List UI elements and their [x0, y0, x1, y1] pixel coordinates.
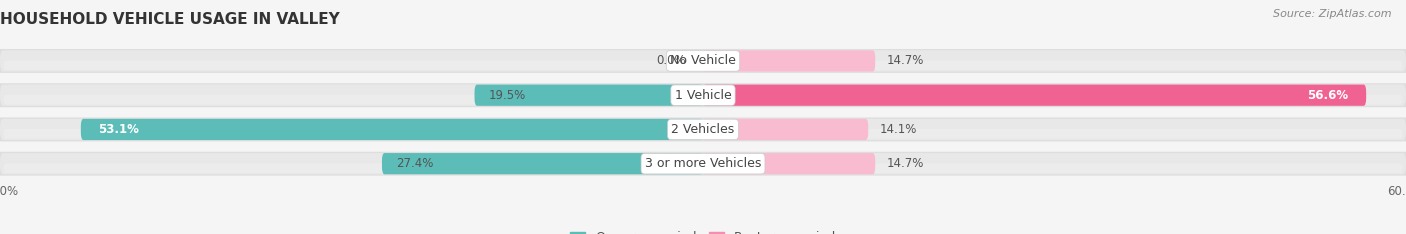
FancyBboxPatch shape — [0, 153, 1406, 174]
FancyBboxPatch shape — [3, 163, 1403, 173]
Text: 3 or more Vehicles: 3 or more Vehicles — [645, 157, 761, 170]
Text: No Vehicle: No Vehicle — [671, 55, 735, 67]
FancyBboxPatch shape — [3, 129, 1403, 139]
Text: 1 Vehicle: 1 Vehicle — [675, 89, 731, 102]
Text: HOUSEHOLD VEHICLE USAGE IN VALLEY: HOUSEHOLD VEHICLE USAGE IN VALLEY — [0, 12, 340, 27]
FancyBboxPatch shape — [0, 49, 1406, 73]
FancyBboxPatch shape — [382, 153, 703, 174]
FancyBboxPatch shape — [0, 119, 1406, 140]
FancyBboxPatch shape — [0, 83, 1406, 107]
Text: 0.0%: 0.0% — [655, 55, 686, 67]
FancyBboxPatch shape — [0, 152, 1406, 176]
FancyBboxPatch shape — [0, 50, 1406, 72]
Text: 27.4%: 27.4% — [396, 157, 433, 170]
Legend: Owner-occupied, Renter-occupied: Owner-occupied, Renter-occupied — [565, 226, 841, 234]
Text: 2 Vehicles: 2 Vehicles — [672, 123, 734, 136]
Text: 19.5%: 19.5% — [489, 89, 526, 102]
Text: 53.1%: 53.1% — [98, 123, 139, 136]
FancyBboxPatch shape — [703, 84, 1367, 106]
FancyBboxPatch shape — [0, 84, 1406, 106]
FancyBboxPatch shape — [703, 119, 868, 140]
Text: 56.6%: 56.6% — [1308, 89, 1348, 102]
Text: 14.7%: 14.7% — [887, 55, 924, 67]
FancyBboxPatch shape — [3, 61, 1403, 70]
Text: 14.1%: 14.1% — [880, 123, 917, 136]
FancyBboxPatch shape — [703, 153, 875, 174]
FancyBboxPatch shape — [82, 119, 703, 140]
Text: 14.7%: 14.7% — [887, 157, 924, 170]
FancyBboxPatch shape — [3, 95, 1403, 104]
FancyBboxPatch shape — [475, 84, 703, 106]
FancyBboxPatch shape — [703, 50, 875, 72]
FancyBboxPatch shape — [0, 117, 1406, 141]
Text: Source: ZipAtlas.com: Source: ZipAtlas.com — [1274, 9, 1392, 19]
